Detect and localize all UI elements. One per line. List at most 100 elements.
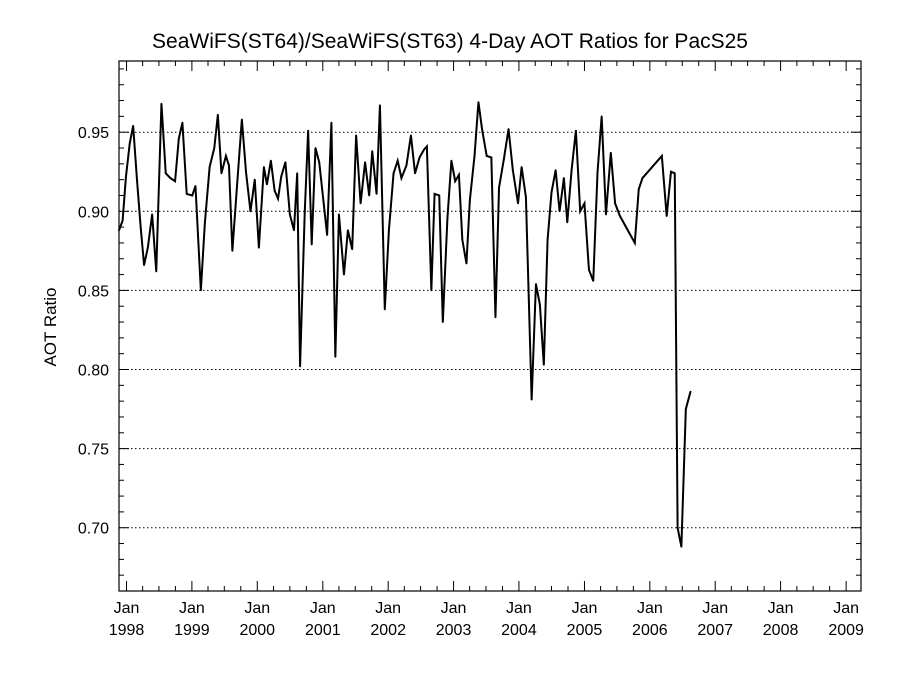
data-point [235,189,238,192]
data-point [169,177,172,179]
data-point [296,172,299,175]
data-point [588,268,590,271]
x-tick-year-0: 1998 [109,622,145,639]
data-point [673,172,676,175]
data-point [139,226,142,229]
data-point [574,129,577,132]
data-point [121,219,124,222]
x-tick-year-1: 1999 [174,622,210,639]
data-point [191,194,194,197]
tick-labels: 0.95 0.90 0.85 0.80 0.75 0.70 Jan 1998 Jan 1999 Ja… [78,125,864,639]
series-line-0 [118,101,692,547]
data-point [566,221,569,224]
data-point [208,166,211,168]
data-point [520,166,523,168]
x-tick-year-5: 2003 [436,622,472,639]
data-point [465,262,468,265]
data-point [396,159,399,162]
data-point [277,197,279,200]
data-point [253,178,256,181]
data-point [418,156,421,159]
data-point [490,156,493,159]
data-point [136,180,138,183]
x-tick-month-7: Jan [572,600,598,617]
data-point [231,249,234,252]
data-point [605,213,607,216]
data-point [125,175,127,178]
data-point [213,147,216,149]
plot-frame [118,60,862,592]
data-point [579,210,582,213]
data-point [359,202,362,205]
data-point [355,134,358,137]
data-point [433,193,436,195]
data-point [596,170,599,173]
data-point [216,113,219,116]
x-tick-year-3: 2001 [305,622,341,639]
data-point [425,145,428,148]
data-point [280,175,283,178]
data-point [637,188,640,191]
data-point [185,193,188,195]
data-point [199,289,202,292]
data-point [458,174,460,176]
data-point [375,193,378,195]
data-point [269,159,272,162]
x-tick-year-9: 2007 [697,622,733,639]
data-point [525,196,527,198]
data-point [583,202,586,205]
data-point [600,115,603,118]
x-tick-month-4: Jan [375,600,401,617]
data-point [273,189,276,192]
data-point [338,213,340,216]
data-point [303,211,306,214]
y-tick-label-5: 0.70 [78,521,109,538]
data-point [558,210,561,213]
data-point [405,164,408,167]
data-point [383,308,386,311]
data-point [228,164,230,167]
data-point [392,172,395,175]
data-point [684,408,687,410]
data-point [132,124,135,127]
data-point [468,199,471,202]
data-point [388,229,390,232]
series-layer [118,101,692,548]
data-point [502,158,505,160]
data-point [423,148,425,151]
data-point [562,177,565,179]
data-point [257,246,260,249]
data-point [310,243,313,246]
data-point [371,150,374,153]
data-point [507,128,510,130]
data-point [535,283,537,285]
x-tick-month-8: Jan [637,600,663,617]
data-point [665,215,668,217]
data-point [546,238,549,241]
y-tick-label-1: 0.90 [78,204,109,221]
data-point [619,215,621,217]
data-point [550,191,553,194]
data-point [249,210,252,213]
axis-ticks [119,61,861,591]
data-point [203,223,206,225]
data-point [554,169,557,172]
data-point [284,161,287,164]
x-tick-month-5: Jan [441,600,467,617]
x-tick-month-10: Jan [768,600,794,617]
data-point [155,270,158,273]
data-point [609,151,612,154]
x-tick-month-1: Jan [179,600,205,617]
data-point [118,229,120,232]
data-point [128,142,131,145]
data-point [511,169,514,172]
data-point [143,264,145,266]
data-point [430,289,433,292]
data-point [641,177,644,179]
data-point [670,170,672,173]
data-point [438,194,441,197]
data-point [538,303,541,306]
data-point [368,194,371,197]
data-point [473,155,476,157]
data-point [660,155,663,157]
